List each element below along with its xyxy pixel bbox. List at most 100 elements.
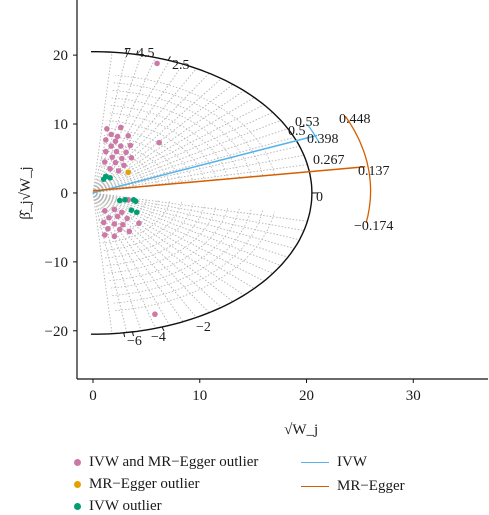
guide-ray	[92, 192, 142, 331]
point-ivw-mr-egger-outlier	[116, 226, 123, 233]
guide-ray	[92, 192, 113, 334]
guide-arc	[109, 206, 229, 281]
guide-ray	[92, 60, 170, 194]
legend-item-ivw-outlier: IVW outlier	[74, 498, 162, 515]
point-ivw-mr-egger-outlier	[154, 60, 160, 67]
guide-ray	[92, 192, 300, 241]
point-ivw-mr-egger-outlier	[121, 162, 127, 169]
y-tick-label: 20	[53, 48, 68, 64]
guide-ray	[92, 68, 197, 194]
guide-ray	[92, 192, 128, 333]
guide-ray	[92, 192, 222, 308]
point-ivw-mr-egger-outlier	[115, 168, 122, 174]
guide-arc	[102, 200, 171, 244]
ivw-line	[92, 134, 318, 194]
guide-arc	[98, 197, 136, 221]
guide-ray	[92, 192, 273, 274]
guide-ray	[92, 52, 113, 194]
y-tick-label: 10	[53, 117, 68, 133]
guide-ray	[92, 84, 234, 194]
guide-ray	[92, 72, 210, 194]
y-axis-title: β̂_j√W_j	[18, 166, 34, 219]
point-ivw-mr-egger-outlier	[108, 131, 114, 138]
point-ivw-outlier	[133, 209, 140, 216]
mr-egger-arc	[344, 115, 372, 224]
ivw-arc-label: 0.267	[313, 153, 345, 168]
scale-arc-label: 0	[316, 190, 323, 205]
guide-ray	[92, 192, 265, 282]
guide-ray	[92, 192, 170, 326]
point-ivw-mr-egger-outlier	[127, 142, 134, 149]
guide-ray	[92, 192, 245, 296]
point-ivw-mr-egger-outlier	[114, 213, 121, 220]
point-ivw-mr-egger-outlier	[136, 220, 142, 227]
point-ivw-mr-egger-outlier	[125, 132, 132, 139]
y-tick-label: 0	[61, 186, 69, 202]
scale-arc-label: 4.5	[137, 46, 155, 61]
point-ivw-mr-egger-outlier	[120, 221, 126, 228]
guide-ray	[92, 192, 289, 258]
ivw-arc-label: 0.53	[295, 115, 320, 130]
mr-egger-arc-label: 0.137	[358, 164, 390, 179]
point-ivw-mr-egger-outlier	[152, 311, 158, 318]
point-ivw-mr-egger-outlier	[123, 149, 129, 156]
guide-ray	[92, 128, 289, 194]
legend-label: MR−Egger	[337, 478, 405, 494]
x-tick-label: 0	[89, 388, 97, 404]
point-ivw-mr-egger-outlier	[111, 233, 118, 240]
guide-ray	[92, 119, 281, 194]
point-ivw-mr-egger-outlier	[107, 166, 113, 172]
guide-arc	[106, 120, 206, 182]
guide-ray	[92, 192, 305, 232]
guide-ray	[92, 97, 255, 194]
point-ivw-mr-egger-outlier	[106, 214, 112, 221]
point-ivw-outlier	[132, 198, 139, 205]
point-ivw-outlier	[107, 174, 113, 181]
point-ivw-mr-egger-outlier	[108, 143, 114, 149]
guide-arc	[113, 210, 264, 304]
point-ivw-mr-egger-outlier	[105, 225, 111, 232]
guide-arc	[110, 208, 240, 289]
arc-labels: 7 4.5 2.5 0 −2 −6 −4 0.530.50.398 0.267 0.448 0.13…	[124, 46, 393, 349]
legend: IVW and MR−Egger outlier MR−Egger outlie…	[68, 452, 478, 514]
point-mr-egger-outlier	[125, 169, 132, 176]
scale-arc-label: 2.5	[172, 58, 190, 73]
legend-swatch	[74, 459, 81, 466]
guide-arc	[115, 211, 275, 311]
point-ivw-mr-egger-outlier	[126, 228, 133, 235]
scale-tick	[161, 326, 165, 332]
legend-label: MR−Egger outlier	[89, 476, 200, 492]
mr-egger-arc-label: 0.448	[339, 112, 371, 127]
point-ivw-mr-egger-outlier	[112, 159, 119, 166]
scale-arcs	[91, 49, 319, 338]
scale-tick	[136, 50, 139, 55]
point-ivw-mr-egger-outlier	[114, 133, 121, 140]
legend-swatch	[301, 462, 329, 463]
mr-egger-arc-label: −0.174	[354, 219, 393, 234]
mr-egger-line	[92, 166, 366, 192]
guide-arc	[115, 74, 275, 175]
ivw-arc-label: 0.5	[288, 124, 306, 139]
point-ivw-mr-egger-outlier	[101, 159, 108, 165]
guide-arc	[108, 205, 217, 274]
guide-ray	[92, 90, 245, 194]
point-ivw-outlier	[116, 197, 123, 204]
legend-item-ivw-mr-egger-outlier: IVW and MR−Egger outlier	[74, 454, 258, 471]
guide-arc	[106, 204, 206, 266]
point-ivw-outlier	[122, 197, 128, 203]
ivw-arc-label: 0.398	[307, 132, 339, 147]
point-ivw-mr-egger-outlier	[103, 148, 109, 155]
legend-swatch	[74, 481, 81, 488]
guide-arc	[112, 209, 252, 296]
scale-arc	[91, 51, 313, 335]
point-ivw-mr-egger-outlier	[101, 232, 108, 238]
point-ivw-mr-egger-outlier	[119, 209, 125, 216]
legend-item-mr-egger: MR−Egger	[301, 478, 405, 495]
guide-ray	[92, 192, 210, 313]
guide-ray	[92, 55, 142, 194]
point-ivw-mr-egger-outlier	[112, 138, 119, 145]
guide-ray	[92, 78, 222, 194]
x-tick-label: 10	[192, 388, 207, 404]
guide-ray	[92, 192, 197, 318]
legend-swatch	[301, 486, 329, 487]
